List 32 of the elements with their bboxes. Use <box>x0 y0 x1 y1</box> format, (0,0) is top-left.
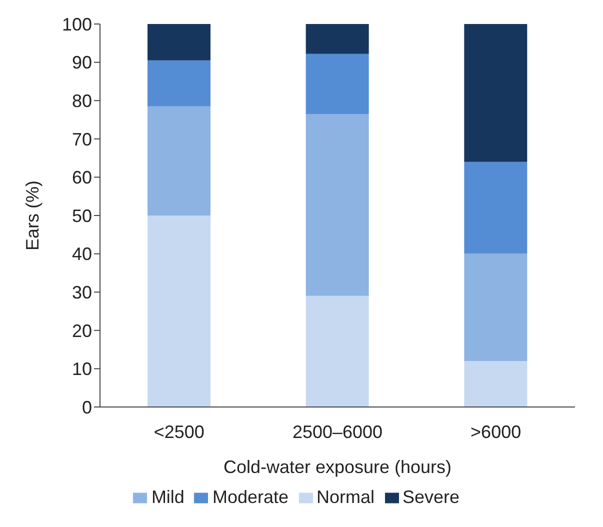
bar <box>148 216 210 407</box>
x-tick-label: 2500–6000 <box>292 422 383 442</box>
y-tick-label: 100 <box>62 14 92 34</box>
y-tick-label: 40 <box>72 244 92 264</box>
y-tick-label: 90 <box>72 52 92 73</box>
bar <box>464 361 528 407</box>
bar <box>306 296 369 407</box>
y-tick-label: 20 <box>72 320 92 341</box>
x-axis-title: Cold-water exposure (hours) <box>223 457 452 477</box>
x-tick-label: <2500 <box>154 422 204 442</box>
y-tick-label: 0 <box>82 397 92 418</box>
bar <box>148 24 210 60</box>
legend-label: Moderate <box>212 487 288 507</box>
y-tick-label: 10 <box>72 359 92 380</box>
bar <box>148 106 210 216</box>
bar <box>464 24 528 162</box>
bar <box>464 254 528 362</box>
legend-label: Normal <box>316 487 375 507</box>
y-tick-label: 80 <box>72 90 92 111</box>
y-tick-label: 30 <box>72 282 92 302</box>
legend-label: Severe <box>402 487 460 507</box>
y-tick-label: 70 <box>72 129 92 150</box>
legend-label: Mild <box>151 487 184 507</box>
bar <box>306 114 369 296</box>
x-tick-label: >6000 <box>470 422 522 442</box>
bar <box>306 54 369 114</box>
bar <box>148 60 210 106</box>
bar <box>306 24 369 54</box>
y-tick-label: 60 <box>72 168 92 188</box>
y-tick-label: 50 <box>72 206 92 226</box>
bar <box>464 162 528 254</box>
y-axis-title: Ears (%) <box>22 180 42 251</box>
